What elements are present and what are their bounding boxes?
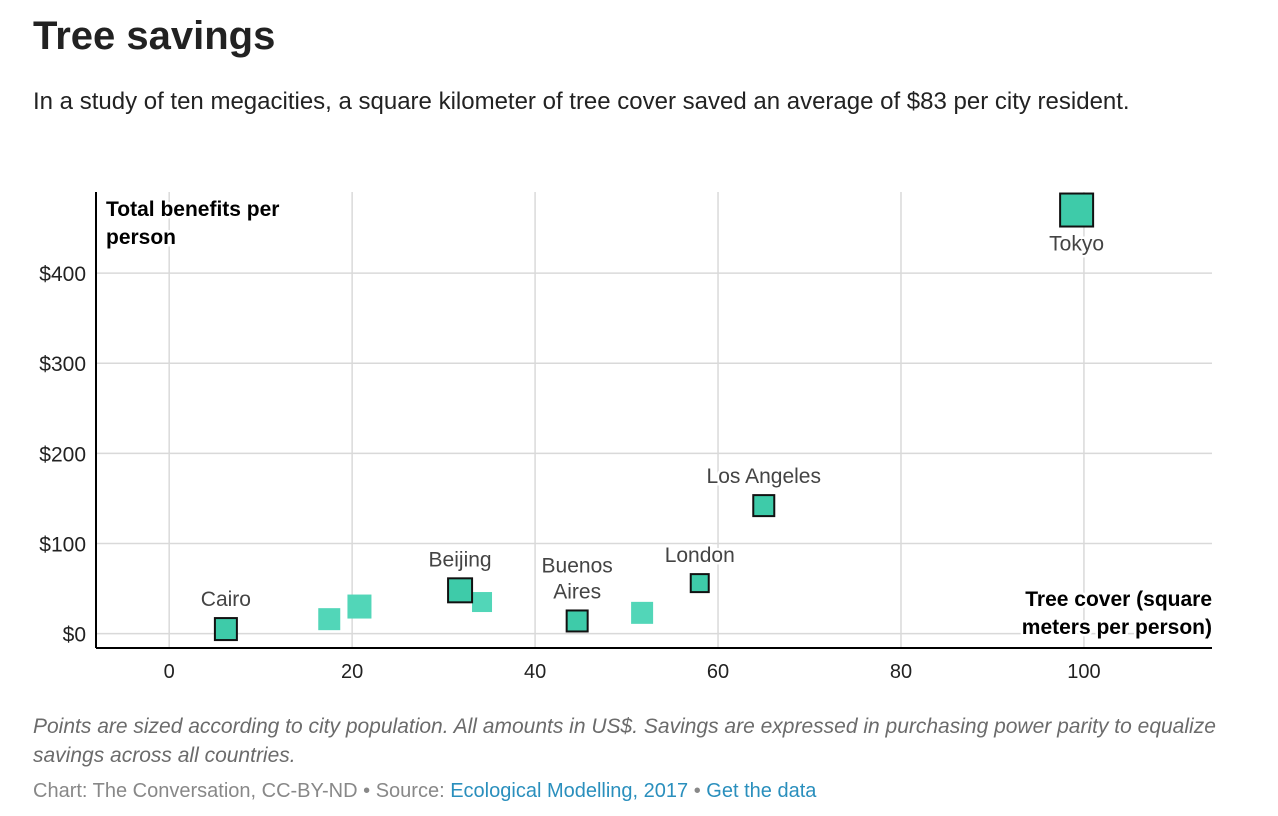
separator-1: • — [363, 780, 371, 802]
x-tick-label: 80 — [890, 661, 912, 683]
source-link[interactable]: Ecological Modelling, 2017 — [450, 780, 689, 802]
point-label: Buenos — [542, 554, 613, 577]
credit-text: Chart: The Conversation, CC-BY-ND — [33, 780, 358, 802]
separator-2: • — [693, 780, 701, 802]
source-prefix: Source: — [375, 780, 445, 802]
chart-note: Points are sized according to city popul… — [33, 715, 1216, 767]
chart-subtitle: In a study of ten megacities, a square k… — [33, 88, 1130, 115]
x-axis-title: meters per person) — [1022, 616, 1212, 639]
y-tick-label: $200 — [39, 443, 86, 466]
x-tick-label: 60 — [707, 661, 729, 683]
y-axis-title: person — [106, 226, 176, 249]
point-label: Cairo — [201, 588, 251, 611]
chart-title: Tree savings — [33, 14, 276, 58]
x-tick-label: 100 — [1067, 661, 1100, 683]
data-point — [447, 577, 474, 604]
point-label: Beijing — [429, 548, 492, 571]
y-tick-label: $400 — [39, 263, 86, 286]
y-tick-label: $0 — [63, 624, 86, 647]
point-label: Los Angeles — [707, 465, 821, 488]
data-point — [347, 594, 372, 619]
data-point — [213, 617, 238, 642]
x-tick-label: 20 — [341, 661, 363, 683]
x-axis-title: Tree cover (square — [1025, 588, 1212, 611]
point-label: London — [665, 544, 735, 567]
x-tick-label: 0 — [164, 661, 175, 683]
data-point — [318, 608, 341, 631]
scatter-chart: 0 20 40 60 80 100 $0 $100 $200 $300 $400 Total bene… — [39, 192, 1215, 683]
data-point — [752, 494, 776, 518]
data-point — [689, 573, 710, 594]
point-label: Aires — [553, 580, 601, 603]
point-label: Tokyo — [1049, 233, 1104, 256]
data-point — [565, 609, 589, 633]
y-tick-label: $100 — [39, 533, 86, 556]
data-point — [472, 592, 493, 613]
y-tick-label: $300 — [39, 353, 86, 376]
credits: Chart: The Conversation, CC-BY-ND • Sour… — [33, 780, 816, 803]
x-tick-label: 40 — [524, 661, 546, 683]
get-data-link[interactable]: Get the data — [706, 780, 817, 802]
y-axis-title: Total benefits per — [106, 198, 279, 221]
data-point — [1059, 192, 1095, 228]
data-point — [631, 601, 654, 624]
